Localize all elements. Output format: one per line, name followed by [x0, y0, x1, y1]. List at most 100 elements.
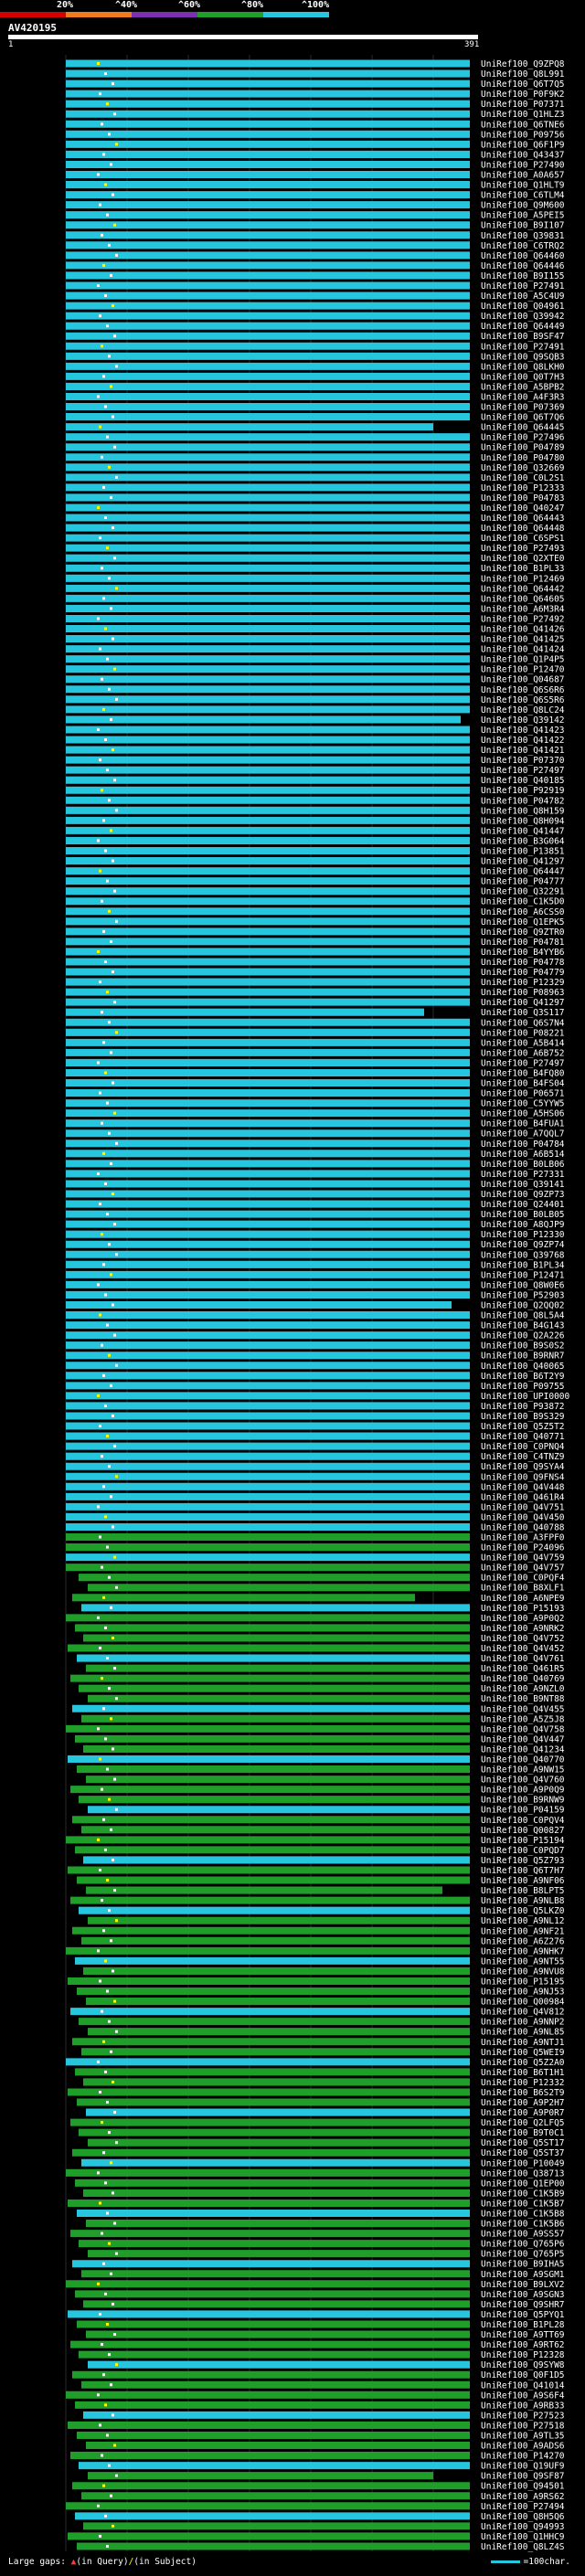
hit-label[interactable]: UniRef100_P07371 — [481, 100, 565, 110]
hit-label[interactable]: UniRef100_C6TLM4 — [481, 191, 565, 201]
hit-label[interactable]: UniRef100_A9NVU8 — [481, 1966, 565, 1977]
hit-label[interactable]: UniRef100_P12329 — [481, 978, 565, 988]
hit-label[interactable]: UniRef100_A9NLB8 — [481, 1896, 565, 1906]
hit-label[interactable]: UniRef100_A4F3R3 — [481, 392, 565, 402]
hit-label[interactable]: UniRef100_Q6S5R6 — [481, 695, 565, 705]
hit-label[interactable]: UniRef100_P93872 — [481, 1402, 565, 1412]
hit-label[interactable]: UniRef100_C6SPS1 — [481, 534, 565, 544]
hit-label[interactable]: UniRef100_Q4V448 — [481, 1482, 565, 1492]
hit-label[interactable]: UniRef100_A6M3R4 — [481, 604, 565, 614]
hit-label[interactable]: UniRef100_B9NT88 — [481, 1694, 565, 1704]
hit-label[interactable]: UniRef100_P12471 — [481, 1270, 565, 1280]
hit-label[interactable]: UniRef100_A6B514 — [481, 1150, 565, 1160]
hit-label[interactable]: UniRef100_C0PQD7 — [481, 1846, 565, 1856]
hit-label[interactable]: UniRef100_A9S6F4 — [481, 2390, 565, 2401]
hit-label[interactable]: UniRef100_P12470 — [481, 665, 565, 675]
hit-label[interactable]: UniRef100_A9P0R7 — [481, 2108, 565, 2118]
hit-label[interactable]: UniRef100_Q6T7Q5 — [481, 80, 565, 90]
hit-label[interactable]: UniRef100_Q40185 — [481, 776, 565, 786]
hit-label[interactable]: UniRef100_Q41423 — [481, 726, 565, 736]
hit-label[interactable]: UniRef100_A9NHK7 — [481, 1946, 565, 1956]
hit-label[interactable]: UniRef100_P27331 — [481, 1170, 565, 1180]
hit-label[interactable]: UniRef100_A6B752 — [481, 1048, 565, 1058]
hit-label[interactable]: UniRef100_P92919 — [481, 786, 565, 796]
hit-label[interactable]: UniRef100_Q6T7H7 — [481, 1866, 565, 1876]
hit-label[interactable]: UniRef100_P04782 — [481, 796, 565, 806]
hit-label[interactable]: UniRef100_C0L2S1 — [481, 473, 565, 483]
hit-label[interactable]: UniRef100_Q38713 — [481, 2168, 565, 2178]
hit-label[interactable]: UniRef100_Q5Z2A0 — [481, 2058, 565, 2068]
hit-label[interactable]: UniRef100_Q43437 — [481, 150, 565, 160]
hit-label[interactable]: UniRef100_P08221 — [481, 1028, 565, 1038]
hit-label[interactable]: UniRef100_B4FQ80 — [481, 1068, 565, 1078]
hit-label[interactable]: UniRef100_P27523 — [481, 2411, 565, 2421]
hit-label[interactable]: UniRef100_B9RNW9 — [481, 1796, 565, 1806]
hit-label[interactable]: UniRef100_A9SS57 — [481, 2230, 565, 2240]
hit-label[interactable]: UniRef100_Q41425 — [481, 635, 565, 645]
hit-label[interactable]: UniRef100_Q8L5A4 — [481, 1311, 565, 1321]
hit-label[interactable]: UniRef100_Q4V761 — [481, 1654, 565, 1664]
hit-label[interactable]: UniRef100_Q1EP00 — [481, 2178, 565, 2189]
hit-label[interactable]: UniRef100_Q4V751 — [481, 1502, 565, 1512]
hit-label[interactable]: UniRef100_A9TL35 — [481, 2431, 565, 2441]
hit-label[interactable]: UniRef100_Q4V757 — [481, 1564, 565, 1574]
hit-label[interactable]: UniRef100_A6Z276 — [481, 1936, 565, 1946]
hit-label[interactable]: UniRef100_A8QJP9 — [481, 1220, 565, 1230]
hit-label[interactable]: UniRef100_C0PNQ4 — [481, 1442, 565, 1452]
hit-label[interactable]: UniRef100_B6T2Y9 — [481, 1372, 565, 1382]
hit-label[interactable]: UniRef100_A9NRK2 — [481, 1624, 565, 1634]
hit-label[interactable]: UniRef100_Q39768 — [481, 1250, 565, 1260]
hit-label[interactable]: UniRef100_Q4V760 — [481, 1776, 565, 1786]
hit-label[interactable]: UniRef100_B9RNR7 — [481, 1352, 565, 1362]
hit-label[interactable]: UniRef100_P27494 — [481, 2502, 565, 2512]
hit-label[interactable]: UniRef100_Q1EPK5 — [481, 917, 565, 928]
hit-label[interactable]: UniRef100_C4TNZ9 — [481, 1452, 565, 1462]
hit-label[interactable]: UniRef100_P24096 — [481, 1543, 565, 1553]
hit-label[interactable]: UniRef100_Q04961 — [481, 302, 565, 312]
hit-label[interactable]: UniRef100_A9SGM1 — [481, 2270, 565, 2280]
hit-label[interactable]: UniRef100_Q64447 — [481, 867, 565, 877]
hit-label[interactable]: UniRef100_A9NJ53 — [481, 1988, 565, 1998]
hit-label[interactable]: UniRef100_B1PL28 — [481, 2320, 565, 2330]
hit-label[interactable]: UniRef100_B9T0C1 — [481, 2128, 565, 2138]
hit-label[interactable]: UniRef100_A9SGN3 — [481, 2290, 565, 2300]
hit-label[interactable]: UniRef100_P09756 — [481, 130, 565, 140]
hit-label[interactable]: UniRef100_Q41426 — [481, 625, 565, 635]
hit-label[interactable]: UniRef100_P04159 — [481, 1806, 565, 1816]
hit-label[interactable]: UniRef100_Q4V447 — [481, 1734, 565, 1744]
hit-label[interactable]: UniRef100_Q41424 — [481, 645, 565, 655]
hit-label[interactable]: UniRef100_C0PQF4 — [481, 1574, 565, 1584]
hit-label[interactable]: UniRef100_Q4V752 — [481, 1634, 565, 1644]
hit-label[interactable]: UniRef100_Q8H5Q6 — [481, 2512, 565, 2522]
hit-label[interactable]: UniRef100_B9SF47 — [481, 332, 565, 342]
hit-label[interactable]: UniRef100_Q5Z5T2 — [481, 1422, 565, 1432]
hit-label[interactable]: UniRef100_A5BPB2 — [481, 382, 565, 392]
hit-label[interactable]: UniRef100_A9P0Q9 — [481, 1786, 565, 1796]
hit-label[interactable]: UniRef100_C1K5B6 — [481, 2220, 565, 2230]
hit-label[interactable]: UniRef100_A3FPF0 — [481, 1533, 565, 1543]
hit-label[interactable]: UniRef100_B1PL34 — [481, 1260, 565, 1270]
hit-label[interactable]: UniRef100_P27493 — [481, 544, 565, 554]
hit-label[interactable]: UniRef100_Q1HHC9 — [481, 2532, 565, 2542]
hit-label[interactable]: UniRef100_Q4V452 — [481, 1644, 565, 1654]
hit-label[interactable]: UniRef100_Q64605 — [481, 594, 565, 604]
hit-label[interactable]: UniRef100_P27496 — [481, 433, 565, 443]
hit-label[interactable]: UniRef100_A9ADS6 — [481, 2442, 565, 2452]
hit-label[interactable]: UniRef100_A9NW15 — [481, 1765, 565, 1776]
hit-label[interactable]: UniRef100_P14270 — [481, 2452, 565, 2462]
hit-label[interactable]: UniRef100_Q9ZTR0 — [481, 928, 565, 938]
hit-label[interactable]: UniRef100_Q2LFQ5 — [481, 2118, 565, 2128]
hit-label[interactable]: UniRef100_Q64445 — [481, 423, 565, 433]
hit-label[interactable]: UniRef100_Q9SYW8 — [481, 2360, 565, 2370]
hit-label[interactable]: UniRef100_Q5ST17 — [481, 2138, 565, 2148]
hit-label[interactable]: UniRef100_P27491 — [481, 342, 565, 352]
hit-label[interactable]: UniRef100_Q461R5 — [481, 1664, 565, 1674]
hit-label[interactable]: UniRef100_B0LB06 — [481, 1160, 565, 1170]
hit-label[interactable]: UniRef100_Q40788 — [481, 1522, 565, 1532]
hit-label[interactable]: UniRef100_A5PEI5 — [481, 211, 565, 221]
hit-label[interactable]: UniRef100_Q6T7Q6 — [481, 413, 565, 423]
hit-label[interactable]: UniRef100_P27497 — [481, 766, 565, 776]
hit-label[interactable]: UniRef100_P10049 — [481, 2158, 565, 2168]
hit-label[interactable]: UniRef100_P15193 — [481, 1604, 565, 1614]
hit-label[interactable]: UniRef100_Q8H094 — [481, 816, 565, 826]
